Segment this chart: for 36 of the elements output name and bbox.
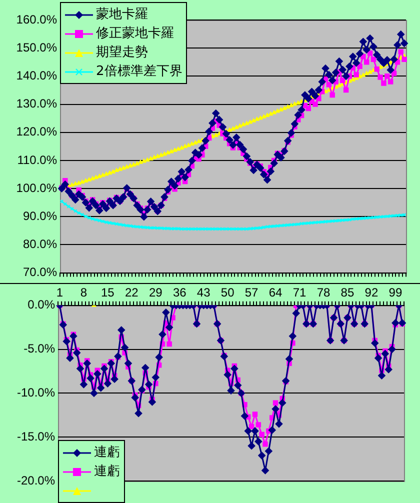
legend-label: 連虧	[94, 463, 120, 481]
x-tick-label: 92	[364, 286, 378, 300]
y-tick-label: -5.0%	[24, 342, 56, 356]
y-tick-label: 130.0%	[16, 96, 58, 111]
y-tick-label: 140.0%	[16, 68, 58, 82]
x-tick-label: 22	[124, 286, 139, 300]
y-tick-label: 160.0%	[16, 12, 58, 26]
y-tick-label: 90.0%	[22, 208, 58, 223]
x-tick-label: 50	[220, 286, 235, 300]
x-tick-label: 99	[388, 286, 402, 300]
x-tick-label: 57	[244, 286, 259, 300]
y-tick-label: -10.0%	[16, 386, 56, 400]
legend-label: 修正蒙地卡羅	[96, 25, 174, 43]
legend-label: 2倍標準差下界	[96, 63, 182, 81]
legend-label: 蒙地卡羅	[96, 6, 148, 24]
x-tick-label: 29	[148, 286, 163, 300]
y-tick-label: 100.0%	[16, 180, 58, 195]
y-tick-label: 80.0%	[22, 237, 58, 252]
x-tick-label: 71	[292, 286, 307, 300]
y-tick-label: -15.0%	[16, 429, 56, 444]
x-tick-label: 15	[100, 286, 115, 300]
x-tick-label: 64	[268, 286, 283, 300]
y-tick-label: -20.0%	[16, 473, 56, 488]
x-tick-label: 85	[340, 286, 354, 300]
legend-label: 連虧	[94, 444, 120, 462]
y-tick-label: 150.0%	[16, 40, 58, 54]
x-tick-label: 8	[80, 286, 88, 300]
x-tick-label: 1	[56, 286, 64, 300]
x-tick-label: 78	[316, 286, 330, 300]
x-tick-label: 36	[172, 286, 187, 300]
y-tick-label: 110.0%	[17, 152, 58, 167]
y-tick-label: 0.0%	[28, 298, 56, 312]
y-tick-label: 70.0%	[22, 265, 58, 280]
x-tick-label: 43	[196, 286, 211, 300]
legend-label: 期望走勢	[96, 44, 148, 62]
y-tick-label: 120.0%	[16, 124, 58, 139]
